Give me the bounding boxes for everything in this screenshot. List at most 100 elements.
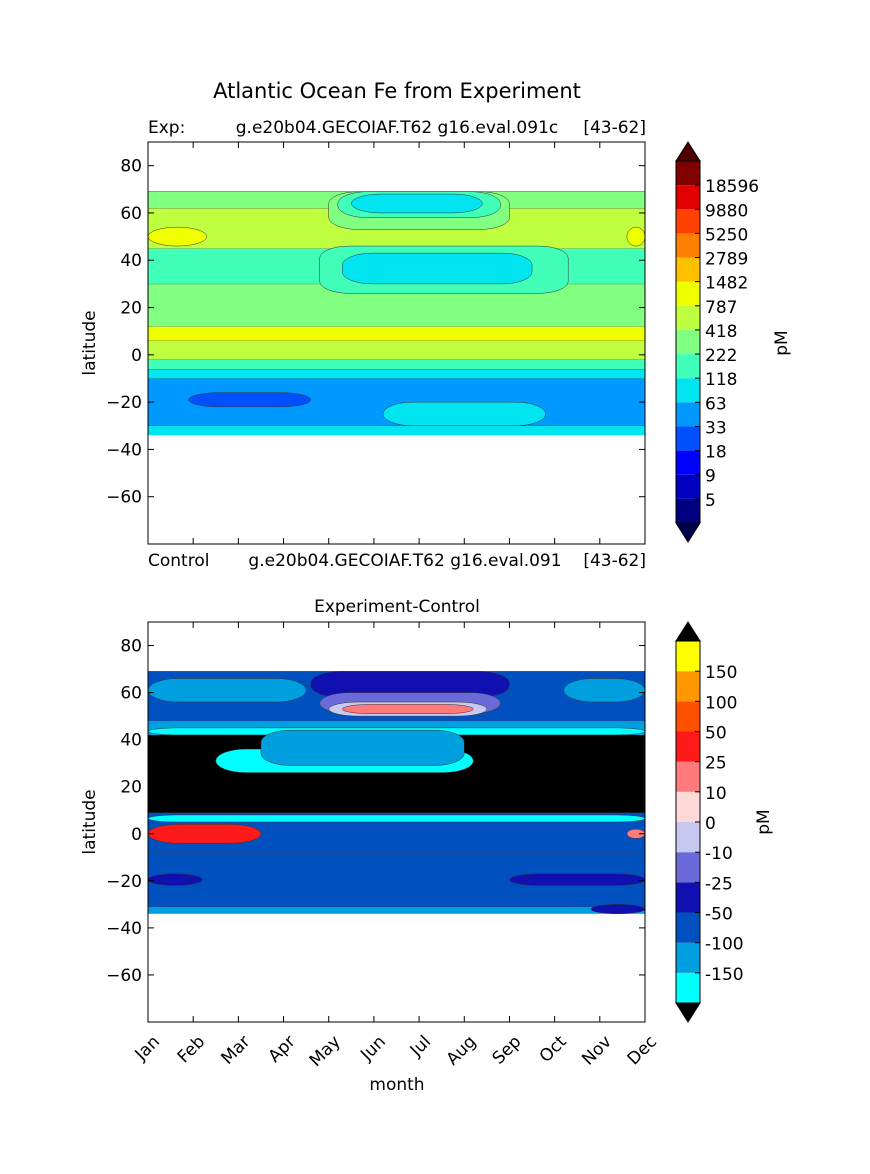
panel1-contour-patch-3 — [342, 252, 533, 285]
colorbar2-swatch-5 — [676, 822, 700, 853]
panel2-xtick-label: Mar — [218, 1032, 255, 1069]
panel2-xtick-label: Jul — [406, 1032, 435, 1061]
colorbar1-swatch-11 — [676, 233, 700, 258]
panel1-contour-field — [147, 191, 646, 436]
panel2-contour-patch-6 — [147, 873, 203, 886]
panel2-ytick-label: 80 — [120, 637, 142, 657]
colorbar2-extend-bottom — [675, 1002, 701, 1023]
panel-difference: Experiment-Control 80 60 40 20 0 −20 −40 −60 Jan… — [80, 597, 661, 1095]
panel1-band-3 — [148, 359, 645, 370]
panel2-ytick-label: 60 — [120, 684, 142, 704]
colorbar1-swatch-10 — [676, 257, 700, 282]
colorbar1-tick-label: 2789 — [705, 250, 748, 270]
colorbar1-tick-label: 1482 — [705, 274, 748, 294]
colorbar2-tick-label: -100 — [705, 935, 744, 955]
panel2-xtick-label: Jan — [131, 1032, 164, 1065]
colorbar1-tick-label: 418 — [705, 322, 737, 342]
colorbar1-swatch-14 — [676, 161, 700, 186]
panel2-xtick-label: Feb — [174, 1032, 209, 1067]
panel2-contour-patch-14 — [342, 704, 474, 715]
colorbar1-swatch-0 — [676, 498, 700, 523]
colorbar2-swatch-0 — [676, 972, 700, 1003]
panel2-ytick-label: −20 — [106, 872, 142, 892]
colorbar2-tick-label: -150 — [705, 965, 744, 985]
colorbar1-swatch-2 — [676, 450, 700, 475]
colorbar2-swatch-4 — [676, 852, 700, 883]
panel2-xtick-label: Aug — [443, 1032, 481, 1070]
colorbar2-tick-label: -50 — [705, 905, 733, 925]
colorbar1-tick-label: 9880 — [705, 201, 748, 221]
colorbar1-extend-bottom — [675, 522, 701, 543]
colorbar1-swatch-3 — [676, 426, 700, 451]
colorbar1-swatch-1 — [676, 474, 700, 499]
colorbar2-swatch-8 — [676, 731, 700, 762]
panel1-band-2 — [148, 369, 645, 379]
panel2-xtick-label: Sep — [489, 1032, 526, 1069]
panel2-ylabel: latitude — [80, 789, 100, 854]
colorbar2-tick-label: 25 — [705, 754, 727, 774]
colorbar-1: 5 9 18 33 63 118 222 418 787 1482 2789 5250 9880 1859… — [675, 141, 759, 543]
colorbar1-tick-label: 5 — [705, 491, 716, 511]
panel2-ytick-label: 0 — [131, 825, 142, 845]
colorbar1-swatch-9 — [676, 281, 700, 306]
colorbar1-swatch-7 — [676, 329, 700, 355]
colorbar1-tick-label: 222 — [705, 346, 737, 366]
panel2-contour-patch-7 — [509, 873, 646, 886]
middle-label-left: Control — [148, 551, 209, 571]
colorbar1-swatch-13 — [676, 185, 700, 210]
panel2-xtick-label: May — [306, 1032, 345, 1071]
colorbar1-swatch-12 — [676, 209, 700, 234]
colorbar2-tick-label: 100 — [705, 693, 737, 713]
colorbar1-tick-label: 118 — [705, 370, 737, 390]
colorbar1-swatch-8 — [676, 305, 700, 330]
panel1-title-left: Exp: — [148, 118, 185, 138]
figure-title: Atlantic Ocean Fe from Experiment — [213, 79, 581, 103]
colorbar1-tick-label: 787 — [705, 298, 737, 318]
panel2-title: Experiment-Control — [314, 597, 480, 617]
panel2-contour-patch-10 — [563, 678, 646, 703]
colorbar2-swatch-6 — [676, 791, 700, 822]
panel2-contour-patch-8 — [590, 904, 646, 915]
panel2-contour-patch-9 — [147, 678, 307, 703]
colorbar1-tick-label: 5250 — [705, 225, 748, 245]
panel1-ytick-label: −20 — [106, 393, 142, 413]
colorbar1-tick-label: 63 — [705, 394, 727, 414]
colorbar2-tick-label: -25 — [705, 874, 733, 894]
panel2-ytick-label: 20 — [120, 778, 142, 798]
colorbar1-swatch-4 — [676, 402, 700, 427]
panel2-xtick-label: Apr — [265, 1032, 300, 1067]
panel2-ytick-label: −60 — [106, 966, 142, 986]
colorbar2-swatch-7 — [676, 761, 700, 792]
panel1-ytick-label: 0 — [131, 346, 142, 366]
colorbar1-tick-label: 33 — [705, 418, 727, 438]
colorbar2-extend-top — [675, 621, 701, 642]
colorbar2-tick-label: 10 — [705, 784, 727, 804]
colorbar2-tick-label: 150 — [705, 663, 737, 683]
colorbar2-swatch-1 — [676, 942, 700, 973]
panel2-contour-patch-4 — [147, 824, 262, 844]
colorbar1-label: pM — [772, 330, 792, 355]
panel1-ytick-label: 40 — [120, 251, 142, 271]
panel1-ytick-label: 20 — [120, 299, 142, 319]
panel1-ytick-label: −40 — [106, 440, 142, 460]
panel2-xtick-label: Jun — [356, 1032, 390, 1066]
colorbar2-label: pM — [754, 809, 774, 834]
colorbar2-swatch-9 — [676, 701, 700, 732]
colorbar1-tick-label: 18 — [705, 443, 727, 463]
panel1-frame — [147, 141, 646, 545]
colorbar2-tick-label: 0 — [705, 814, 716, 834]
panel2-xtick-label: Nov — [578, 1032, 616, 1070]
middle-label-right: [43-62] — [583, 551, 646, 571]
colorbar1-swatch-5 — [676, 378, 700, 403]
panel1-axes: 80 60 40 20 0 −20 −40 −60 — [106, 142, 646, 544]
panel1-contour-patch-0 — [382, 401, 546, 427]
panel2-frame — [147, 621, 646, 1023]
panel1-ytick-label: −60 — [106, 488, 142, 508]
panel1-contour-patch-5 — [626, 226, 646, 247]
panel2-contour-patch-2 — [260, 729, 465, 766]
panel1-title-center: g.e20b04.GECOIAF.T62 g16.eval.091c — [236, 118, 558, 138]
colorbar1-swatch-6 — [676, 354, 700, 379]
colorbar1-frame — [675, 160, 701, 524]
